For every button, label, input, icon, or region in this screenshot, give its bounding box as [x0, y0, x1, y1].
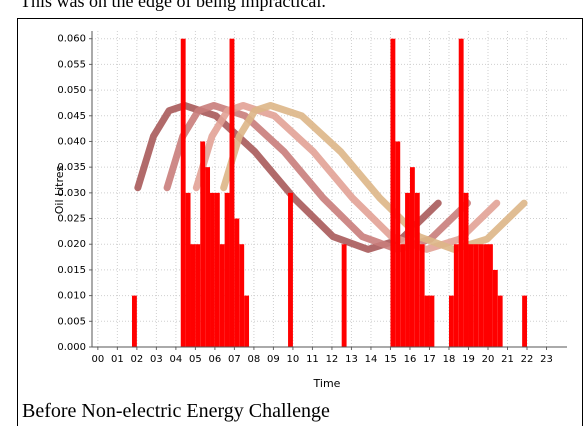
bar: [205, 167, 211, 347]
x-tick-label: 12: [326, 354, 339, 365]
y-tick-label: 0.030: [57, 188, 86, 199]
bar: [463, 192, 469, 347]
bar: [210, 192, 215, 347]
bar: [419, 244, 425, 347]
bar: [473, 244, 479, 347]
bar: [214, 192, 220, 347]
figure-frame: [17, 18, 583, 426]
y-tick-label: 0.010: [57, 291, 86, 302]
x-tick-label: 03: [150, 354, 163, 365]
bar: [429, 295, 435, 347]
bar: [409, 167, 415, 347]
y-tick-label: 0.035: [57, 162, 86, 173]
x-tick-label: 13: [345, 354, 358, 365]
bar: [405, 192, 410, 347]
bar: [190, 244, 196, 347]
bar: [341, 244, 347, 347]
y-tick-label: 0.000: [57, 342, 86, 353]
bar: [400, 244, 406, 347]
x-tick-label: 00: [91, 354, 104, 365]
x-tick-label: 11: [306, 354, 319, 365]
bar: [414, 192, 420, 347]
y-tick-label: 0.040: [57, 136, 86, 147]
y-tick-label: 0.005: [57, 316, 86, 327]
y-tick-label: 0.045: [57, 111, 86, 122]
bar: [478, 244, 484, 347]
x-tick-label: 05: [189, 354, 202, 365]
bar: [458, 38, 464, 348]
x-tick-label: 15: [384, 354, 397, 365]
x-tick-label: 08: [248, 354, 261, 365]
x-tick-label: 21: [501, 354, 514, 365]
x-tick-label: 10: [287, 354, 300, 365]
x-tick-label: 06: [209, 354, 222, 365]
x-tick-label: 22: [521, 354, 534, 365]
x-tick-label: 20: [482, 354, 495, 365]
y-tick-label: 0.025: [57, 214, 86, 225]
bar: [492, 269, 498, 347]
bar: [200, 141, 206, 347]
bar: [234, 218, 240, 347]
bar: [239, 244, 245, 347]
x-tick-label: 04: [170, 354, 183, 365]
body-text: This was on the edge of being impractica…: [20, 0, 326, 11]
x-tick-label: 16: [404, 354, 417, 365]
bar: [244, 295, 250, 347]
y-tick-label: 0.015: [57, 265, 86, 276]
x-tick-label: 17: [423, 354, 436, 365]
x-tick-label: 19: [462, 354, 475, 365]
y-axis-label: Oil Litres: [53, 165, 66, 214]
y-tick-label: 0.060: [57, 34, 86, 45]
bar: [424, 295, 430, 347]
bar: [448, 295, 454, 347]
bar: [487, 244, 493, 347]
x-tick-label: 18: [443, 354, 456, 365]
bar: [497, 295, 503, 347]
bar: [131, 295, 137, 347]
y-tick-label: 0.020: [57, 239, 86, 250]
bar: [468, 244, 474, 347]
x-tick-label: 14: [365, 354, 378, 365]
bar: [483, 244, 488, 347]
bar: [288, 192, 293, 347]
x-tick-label: 09: [267, 354, 280, 365]
x-tick-label: 07: [228, 354, 241, 365]
bar: [453, 244, 459, 347]
bar: [195, 244, 201, 347]
x-tick-label: 23: [540, 354, 553, 365]
bar: [390, 38, 396, 348]
y-tick-label: 0.050: [57, 85, 86, 96]
bar: [395, 141, 401, 347]
x-tick-label: 02: [130, 354, 143, 365]
curve: [220, 102, 528, 253]
bar: [219, 244, 225, 347]
bar: [185, 192, 191, 347]
bar: [224, 192, 230, 347]
y-tick-label: 0.055: [57, 59, 86, 70]
bar: [522, 295, 528, 347]
x-axis-label: Time: [313, 377, 341, 390]
x-tick-label: 01: [111, 354, 124, 365]
caption: Before Non-electric Energy Challenge: [22, 400, 330, 422]
bar: [229, 38, 235, 348]
bar: [180, 38, 186, 348]
